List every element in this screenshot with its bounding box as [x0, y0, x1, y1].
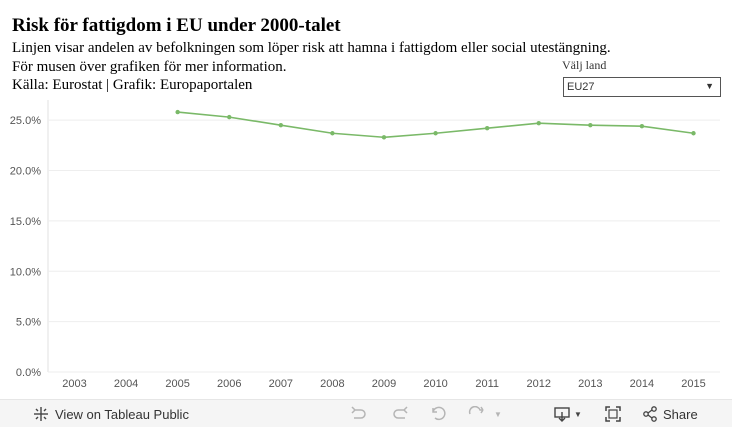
x-tick-label: 2004 [114, 378, 138, 390]
x-tick-label: 2015 [681, 378, 705, 390]
x-axis-ticks: 2003 2004 2005 2006 2007 2008 2009 2010 2011 2012… [62, 378, 705, 390]
x-tick-label: 2012 [527, 378, 551, 390]
data-point-2006[interactable] [227, 114, 232, 120]
series-layer [175, 109, 696, 140]
y-tick-label: 5.0% [16, 317, 41, 329]
x-tick-label: 2003 [62, 378, 86, 390]
x-tick-label: 2009 [372, 378, 396, 390]
x-tick-label: 2011 [475, 378, 499, 390]
data-point-2009[interactable] [381, 135, 387, 140]
share-icon [642, 406, 658, 422]
x-tick-label: 2014 [630, 378, 654, 390]
chart-subtitle-hint: För musen över grafiken för mer informat… [12, 59, 287, 75]
fullscreen-button[interactable] [605, 400, 621, 427]
data-point-2013[interactable] [588, 122, 593, 128]
download-icon [554, 406, 570, 422]
x-tick-label: 2008 [320, 378, 344, 390]
download-button[interactable]: ▼ [554, 400, 582, 427]
refresh-button[interactable]: ▼ [468, 400, 502, 427]
x-tick-label: 2005 [165, 378, 189, 390]
y-axis-ticks: 0.0% 5.0% 10.0% 15.0% 20.0% 25.0% [10, 115, 41, 379]
y-tick-label: 0.0% [16, 367, 41, 379]
tableau-logo-icon [33, 406, 49, 422]
share-label: Share [663, 406, 698, 422]
chart-subtitle-source: Källa: Eurostat | Grafik: Europaportalen [12, 77, 253, 93]
y-tick-label: 25.0% [10, 115, 41, 127]
tableau-footer: View on Tableau Public ▼ ▼ [0, 399, 732, 427]
grid-lines [47, 100, 720, 373]
revert-icon [430, 406, 448, 422]
y-tick-label: 20.0% [10, 166, 41, 178]
country-select[interactable]: EU27 ▼ [563, 77, 721, 97]
country-filter-label: Välj land [562, 58, 607, 72]
x-tick-label: 2010 [423, 378, 447, 390]
country-select-value: EU27 [567, 81, 595, 93]
undo-button[interactable] [350, 400, 368, 427]
share-button[interactable]: Share [642, 400, 698, 427]
undo-icon [350, 406, 368, 422]
revert-button[interactable] [430, 400, 448, 427]
data-point-2008[interactable] [330, 131, 335, 136]
fullscreen-icon [605, 406, 621, 422]
data-point-2010[interactable] [433, 131, 438, 136]
data-point-2012[interactable] [536, 120, 541, 126]
x-tick-label: 2013 [578, 378, 602, 390]
view-on-tableau-label: View on Tableau Public [55, 406, 189, 422]
x-tick-label: 2006 [217, 378, 241, 390]
refresh-dropdown-icon: ▼ [494, 409, 502, 419]
chart-title: Risk för fattigdom i EU under 2000-talet [12, 15, 341, 36]
y-tick-label: 15.0% [10, 216, 41, 228]
data-point-2005[interactable] [175, 109, 180, 115]
dropdown-arrow-icon: ▼ [705, 81, 714, 91]
data-point-2015[interactable] [691, 131, 696, 136]
redo-icon [391, 406, 409, 422]
chart-subtitle-description: Linjen visar andelen av befolkningen som… [12, 40, 611, 56]
data-point-2014[interactable] [639, 123, 645, 129]
line-chart[interactable]: 0.0%5.0%10.0%15.0%20.0%25.0% 2003 2004 200… [0, 100, 732, 398]
data-point-2007[interactable] [278, 122, 284, 128]
x-tick-label: 2007 [269, 378, 293, 390]
redo-button[interactable] [391, 400, 409, 427]
refresh-icon [468, 406, 486, 422]
view-on-tableau-button[interactable]: View on Tableau Public [33, 400, 189, 427]
download-dropdown-icon: ▼ [574, 409, 582, 419]
data-point-2011[interactable] [484, 126, 490, 131]
y-tick-label: 10.0% [10, 266, 41, 278]
